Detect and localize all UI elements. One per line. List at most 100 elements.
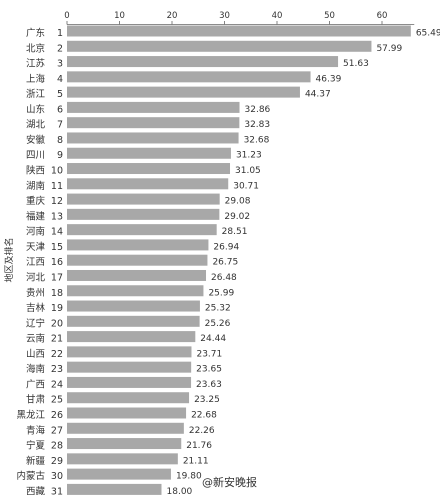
category-label: 吉林 <box>26 302 46 314</box>
value-label: 25.32 <box>205 304 231 314</box>
rank-label: 1 <box>57 28 63 39</box>
rank-label: 19 <box>51 303 63 314</box>
value-label: 57.99 <box>376 44 402 54</box>
rank-label: 8 <box>57 135 63 146</box>
category-label: 黑龙江 <box>16 409 45 421</box>
value-label: 26.48 <box>211 273 237 283</box>
bar <box>67 208 220 220</box>
value-label: 22.26 <box>189 426 215 436</box>
category-label: 云南 <box>26 333 45 345</box>
bar <box>67 376 192 388</box>
watermark-text: @新安晚报 <box>202 475 257 489</box>
category-label: 浙江 <box>26 88 46 100</box>
category-label: 海南 <box>26 363 45 375</box>
bar <box>67 483 162 495</box>
rank-label: 30 <box>51 471 63 482</box>
value-label: 21.76 <box>186 441 212 451</box>
rank-label: 9 <box>57 150 63 161</box>
value-label: 22.68 <box>191 411 217 421</box>
category-label: 福建 <box>26 210 46 222</box>
value-label: 32.86 <box>245 105 271 115</box>
category-label: 陕西 <box>26 165 45 177</box>
rank-label: 16 <box>51 257 63 268</box>
category-label: 辽宁 <box>26 317 45 329</box>
bar <box>67 407 187 419</box>
value-label: 31.05 <box>235 166 261 176</box>
rank-label: 24 <box>51 379 63 390</box>
category-label: 贵州 <box>26 287 45 299</box>
category-label: 安徽 <box>26 134 46 146</box>
bar <box>67 254 208 266</box>
bar <box>67 25 411 37</box>
value-label: 24.44 <box>200 334 226 344</box>
rank-label: 15 <box>51 242 63 253</box>
category-label: 河北 <box>26 271 46 283</box>
bar <box>67 224 217 236</box>
rank-label: 27 <box>51 425 63 436</box>
rank-label: 6 <box>57 104 63 115</box>
x-tick-label: 0 <box>64 11 69 21</box>
value-label: 65.49 <box>416 29 440 39</box>
rank-label: 28 <box>51 441 63 452</box>
bar <box>67 178 229 190</box>
bar <box>67 163 231 175</box>
rank-label: 23 <box>51 364 63 375</box>
category-label: 重庆 <box>26 195 46 207</box>
bar <box>67 422 184 434</box>
value-label: 21.11 <box>183 456 209 466</box>
rank-label: 31 <box>51 486 63 495</box>
category-label: 宁夏 <box>26 440 46 452</box>
bar <box>67 361 192 373</box>
bar <box>67 56 339 68</box>
value-label: 32.83 <box>244 120 270 130</box>
bar <box>67 239 209 251</box>
rank-label: 3 <box>57 59 63 70</box>
rank-label: 29 <box>51 456 63 467</box>
category-label: 河南 <box>26 226 45 238</box>
value-label: 25.26 <box>205 319 231 329</box>
bar <box>67 117 240 129</box>
value-label: 23.63 <box>196 380 222 390</box>
x-tick-label: 30 <box>219 11 230 21</box>
value-label: 23.25 <box>194 395 220 405</box>
bar <box>67 269 207 281</box>
rank-label: 13 <box>51 211 63 222</box>
rank-label: 7 <box>57 120 63 131</box>
category-label: 内蒙古 <box>16 470 45 482</box>
x-tick-label: 60 <box>377 11 388 21</box>
bar <box>67 300 200 312</box>
bar <box>67 147 231 159</box>
x-tick-label: 10 <box>114 11 125 21</box>
y-axis-label: 地区及排名 <box>3 237 15 282</box>
rank-label: 10 <box>51 166 63 177</box>
bar <box>67 71 311 83</box>
bar <box>67 468 171 480</box>
rank-label: 25 <box>51 395 63 406</box>
category-label: 广西 <box>26 378 45 390</box>
bar <box>67 346 192 358</box>
bar <box>67 193 220 205</box>
bar <box>67 453 178 465</box>
category-label: 西藏 <box>26 485 46 495</box>
value-label: 28.51 <box>222 227 248 237</box>
value-label: 25.99 <box>208 288 234 298</box>
rank-label: 17 <box>51 272 63 283</box>
category-label: 山西 <box>26 349 45 360</box>
category-label: 江西 <box>26 257 45 268</box>
value-label: 26.94 <box>213 242 239 252</box>
x-tick-label: 50 <box>324 11 335 21</box>
category-label: 甘肃 <box>26 394 45 406</box>
value-label: 26.75 <box>212 258 238 268</box>
value-label: 23.65 <box>196 365 222 375</box>
value-label: 32.68 <box>244 135 270 145</box>
value-label: 51.63 <box>343 59 369 69</box>
rank-label: 21 <box>51 334 63 345</box>
rank-label: 20 <box>51 318 63 329</box>
bar <box>67 132 239 144</box>
value-label: 18.00 <box>167 487 193 495</box>
rank-label: 14 <box>51 227 63 238</box>
category-label: 湖南 <box>26 180 45 192</box>
bar <box>67 40 372 52</box>
